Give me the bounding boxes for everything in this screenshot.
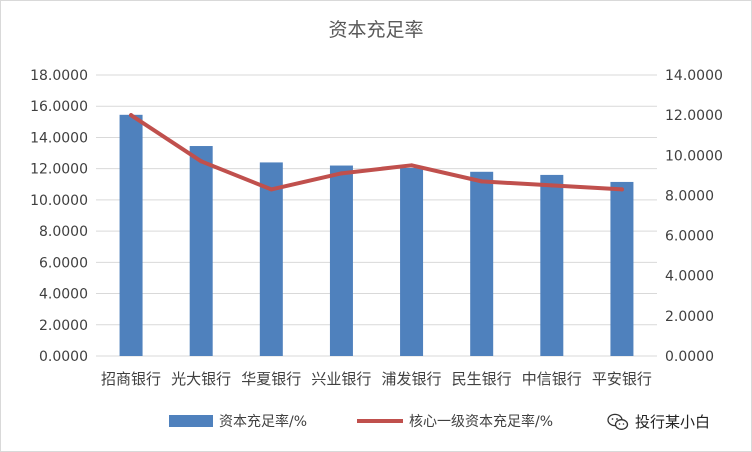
y-right-tick-label: 0.0000 [665,349,714,365]
x-tick-label: 招商银行 [101,370,161,388]
x-tick-label: 光大银行 [171,370,231,388]
line-point [269,187,274,192]
y-left-tick-label: 14.0000 [30,130,88,146]
watermark: 投行某小白 [607,411,710,432]
bar [470,171,494,356]
y-left-tick-label: 2.0000 [39,318,88,334]
y-right-tick-label: 6.0000 [665,229,714,245]
line-point [129,113,134,118]
line-point [619,187,624,192]
y-left-tick-label: 12.0000 [30,162,88,178]
y-right-tick-label: 8.0000 [665,188,714,204]
bar [119,114,143,356]
chart-title: 资本充足率 [328,19,424,41]
x-tick-label: 民生银行 [452,370,512,388]
series-line [129,113,624,192]
x-tick-label: 浦发银行 [382,370,442,388]
bar [329,165,353,356]
x-tick-label: 华夏银行 [241,370,301,388]
y-left-tick-label: 8.0000 [39,224,88,240]
chart-legend: 资本充足率/% 核心一级资本充足率/% 投行某小白 [1,411,751,433]
bar [400,167,424,356]
y-right-tick-label: 2.0000 [665,309,714,325]
legend-label-bar: 资本充足率/% [219,414,308,430]
y-left-tick-label: 0.0000 [39,349,88,365]
legend-item-line: 核心一级资本充足率/% [357,411,553,431]
line-point [339,171,344,176]
y-left-tick-label: 18.0000 [30,68,88,84]
y-right-tick-label: 12.0000 [665,108,723,124]
legend-label-line: 核心一级资本充足率/% [409,414,554,430]
bar [540,174,564,356]
legend-swatch-bar [169,415,213,427]
line-point [199,159,204,164]
line-point [409,163,414,168]
y-right-tick-label: 4.0000 [665,269,714,285]
x-tick-label: 中信银行 [522,370,582,388]
x-tick-label: 兴业银行 [311,370,371,388]
y-left-tick-label: 16.0000 [30,99,88,115]
bar [610,181,634,356]
y-left-tick-label: 10.0000 [30,193,88,209]
chart-plot: 0.0000 2.0000 4.0000 6.0000 8.0000 10.0000 12.… [30,68,723,388]
y-right-tick-label: 10.0000 [665,148,723,164]
bar [259,162,283,356]
legend-swatch-line [357,419,403,423]
y-left-tick-label: 4.0000 [39,287,88,303]
watermark-text: 投行某小白 [635,413,711,431]
wechat-icon [607,413,629,430]
line-point [479,179,484,184]
y-right-tick-label: 14.0000 [665,68,723,84]
y-left-tick-label: 6.0000 [39,255,88,271]
x-tick-label: 平安银行 [592,370,652,388]
legend-item-bar: 资本充足率/% [169,411,307,431]
line-point [549,183,554,188]
bar [189,146,213,356]
